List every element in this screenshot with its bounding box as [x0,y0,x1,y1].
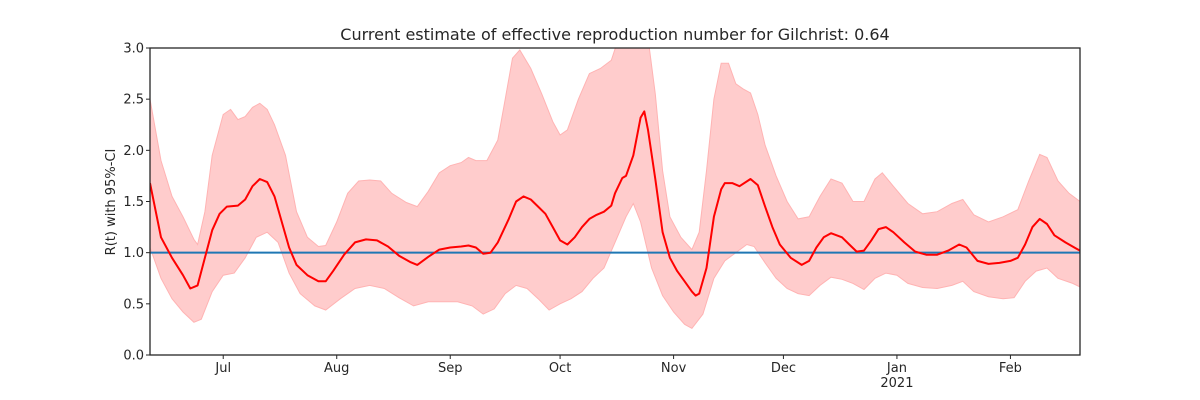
x-tick-label: Dec [771,361,796,376]
y-tick-label: 2.5 [123,93,144,108]
ci-band [150,48,1080,330]
x-tick-label: Feb [999,361,1022,376]
x-tick-label: Aug [324,361,349,376]
y-tick-label: 2.0 [123,144,144,159]
y-axis: 0.0 0.5 1.0 1.5 2.0 2.5 3.0 [123,42,150,364]
y-tick-label: 3.0 [123,42,144,57]
y-tick-label: 0.5 [123,297,144,312]
y-tick-label: 1.5 [123,195,144,210]
x-tick-label: Sep [438,361,463,376]
x-tick-label: Nov [661,361,687,376]
chart-title: Current estimate of effective reproducti… [340,25,889,44]
y-tick-label: 1.0 [123,246,144,261]
y-axis-label: R(t) with 95%-CI [104,149,119,256]
x-tick-label: Jul [214,361,231,376]
estimate-line [150,110,1080,297]
x-tick-label: Oct [549,361,571,376]
y-tick-label: 0.0 [123,349,144,364]
x-tick-year-label: 2021 [880,376,913,391]
x-tick-label: Jan [886,361,907,376]
plot-area [150,48,1080,330]
